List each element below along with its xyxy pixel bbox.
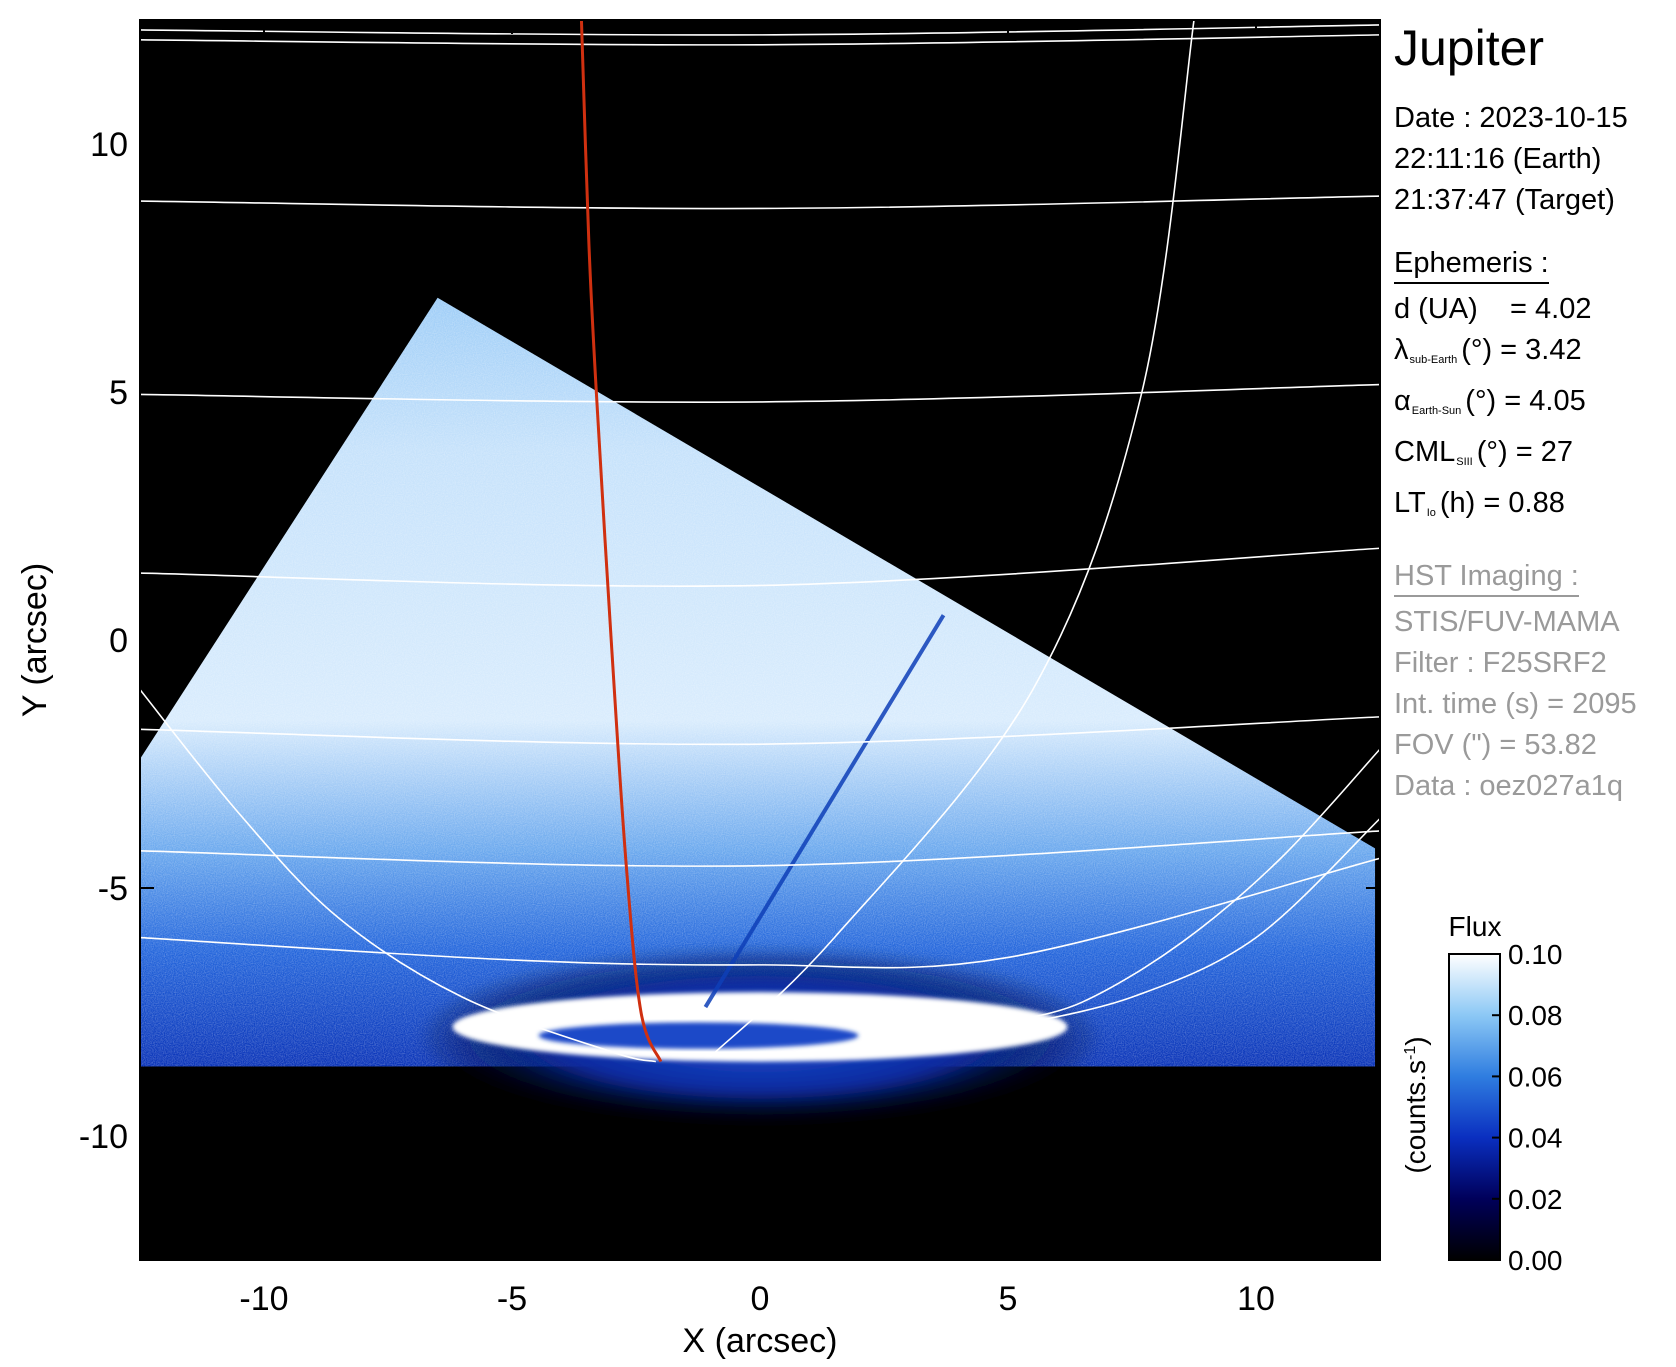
sub-earth-latitude-line: λsub-Earth (°) = 3.42 [1394, 334, 1582, 366]
colorbar-tick-label: 0.10 [1508, 939, 1563, 970]
x-tick-label: 10 [1237, 1280, 1275, 1318]
instrument-line: STIS/FUV-MAMA [1394, 606, 1620, 638]
time-target: 21:37:47 (Target) [1394, 184, 1615, 216]
x-tick-label: -10 [239, 1280, 288, 1318]
central-meridian-line [579, 20, 663, 1063]
phase-angle-line: αEarth-Sun (°) = 4.05 [1394, 385, 1586, 417]
latitude-line-6 [140, 830, 1380, 867]
longitude-line-3 [1007, 817, 1380, 1028]
x-axis: -10 -5 0 5 10 [239, 20, 1275, 1318]
date-line: Date : 2023-10-15 [1394, 102, 1628, 134]
colorbar-tick-label: 0.00 [1508, 1245, 1563, 1276]
latitude-line-2 [140, 195, 1380, 210]
colorbar: Flux 0.00 0.02 0.04 0.06 0.08 0.10 (counts.s-… [1400, 911, 1563, 1276]
time-earth: 22:11:16 (Earth) [1394, 143, 1602, 175]
hst-header: HST Imaging : [1394, 559, 1579, 597]
y-tick-label: 10 [90, 126, 128, 164]
colorbar-tick-label: 0.02 [1508, 1184, 1563, 1215]
colorbar-tick-label: 0.06 [1508, 1061, 1563, 1092]
latitude-line-7 [140, 857, 1380, 969]
lat-lon-grid [140, 20, 1380, 1063]
latitude-line-1 [140, 34, 1380, 46]
y-tick-label: -5 [98, 870, 128, 908]
x-tick-label: -5 [497, 1280, 527, 1318]
x-axis-title: X (arcsec) [683, 1322, 838, 1360]
longitude-line-1 [140, 689, 657, 1063]
x-tick-label: 0 [751, 1280, 770, 1318]
io-local-time-line: LTIo (h) = 0.88 [1394, 487, 1565, 519]
fov-line: FOV (") = 53.82 [1394, 729, 1597, 761]
latitude-line-5 [140, 716, 1380, 746]
distance-line: d (UA) = 4.02 [1394, 293, 1592, 325]
longitude-line-2 [1007, 748, 1380, 1023]
y-tick-label: -10 [79, 1118, 128, 1156]
y-axis: -10 -5 0 5 10 [79, 126, 1380, 1156]
ephemeris-header: Ephemeris : [1394, 246, 1549, 284]
latitude-line-3 [140, 383, 1380, 403]
data-id-line: Data : oez027a1q [1394, 770, 1623, 802]
y-tick-label: 0 [109, 622, 128, 660]
y-axis-title: Y (arcsec) [16, 563, 54, 717]
colorbar-ticks: 0.00 0.02 0.04 0.06 0.08 0.10 [1492, 939, 1563, 1276]
detector-streak [703, 614, 946, 1009]
cml-line: CMLSIII (°) = 27 [1394, 436, 1573, 468]
longitude-line-0 [709, 20, 1195, 1058]
x-tick-label: 5 [999, 1280, 1018, 1318]
uv-image [140, 20, 1380, 1128]
target-title: Jupiter [1394, 20, 1545, 76]
integration-time-line: Int. time (s) = 2095 [1394, 688, 1637, 720]
latitude-line-0 [140, 24, 1380, 36]
y-tick-label: 5 [109, 374, 128, 412]
colorbar-title: Flux [1449, 911, 1502, 942]
colorbar-tick-label: 0.08 [1508, 1000, 1563, 1031]
colorbar-scale [1448, 953, 1501, 1261]
filter-line: Filter : F25SRF2 [1394, 647, 1607, 679]
latitude-line-4 [140, 547, 1380, 587]
plot-area: -10 -5 0 5 10 -10 -5 0 5 10 X (arcsec) Y (arcsec… [16, 19, 1381, 1360]
info-panel: Jupiter Date : 2023-10-15 22:11:16 (Eart… [1394, 18, 1674, 807]
image-noise [140, 297, 1376, 1067]
colorbar-tick-label: 0.04 [1508, 1123, 1563, 1154]
colorbar-unit: (counts.s-1) [1400, 1036, 1431, 1173]
polar-region-emission [538, 1022, 859, 1049]
